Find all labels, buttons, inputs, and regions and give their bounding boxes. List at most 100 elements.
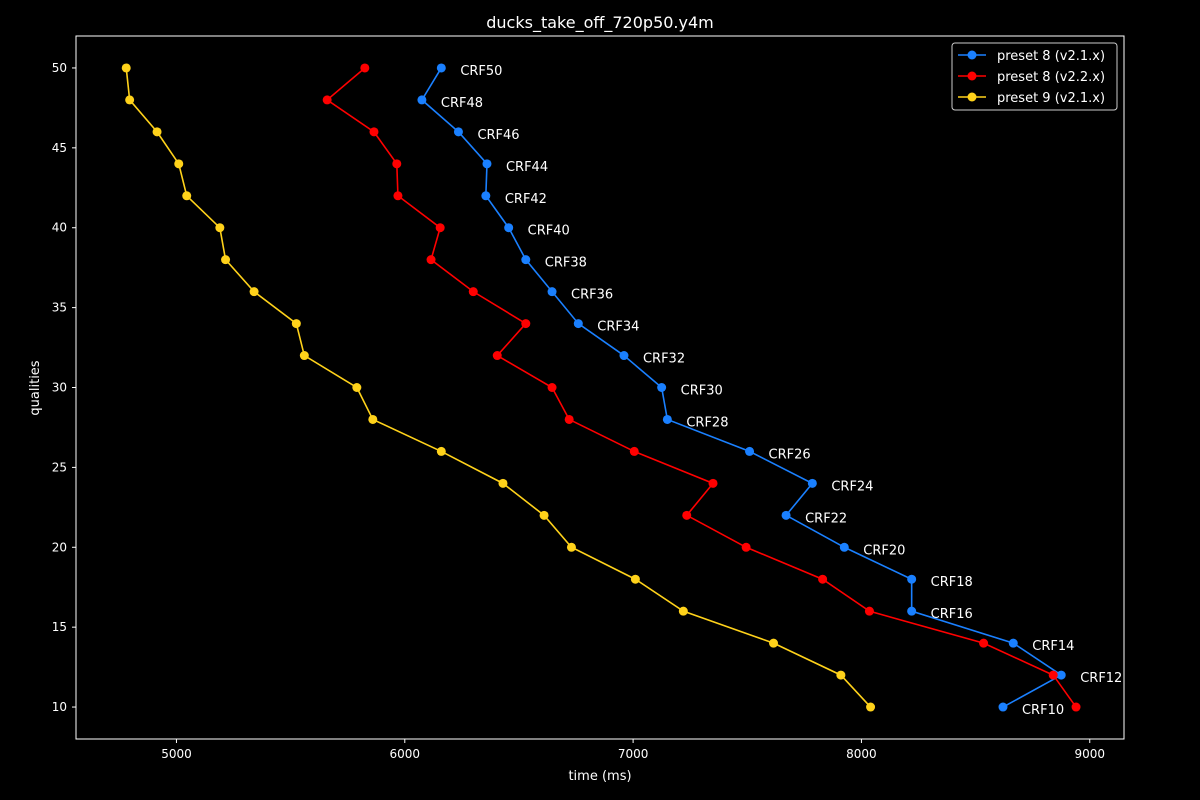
crf-label: CRF16 — [931, 607, 973, 622]
data-point — [426, 255, 436, 265]
crf-label: CRF28 — [686, 415, 728, 430]
data-point — [504, 223, 514, 233]
data-point — [708, 478, 718, 488]
data-point — [182, 191, 192, 201]
data-point — [998, 702, 1008, 712]
legend: preset 8 (v2.1.x) preset 8 (v2.2.x) preset… — [951, 42, 1118, 111]
crf-label: CRF24 — [831, 479, 873, 494]
plot-area — [75, 35, 1125, 740]
crf-label: CRF44 — [506, 160, 548, 175]
crf-label: CRF18 — [931, 575, 973, 590]
x-tick-label: 8000 — [846, 747, 877, 761]
data-point — [435, 223, 445, 233]
data-point — [836, 670, 846, 680]
data-point — [1008, 638, 1018, 648]
data-point — [629, 446, 639, 456]
data-point — [368, 414, 378, 424]
legend-label: preset 8 (v2.1.x) — [997, 49, 1105, 64]
data-point — [453, 127, 463, 137]
data-point — [864, 606, 874, 616]
legend-label: preset 8 (v2.2.x) — [997, 70, 1105, 85]
data-point — [539, 510, 549, 520]
data-point — [662, 414, 672, 424]
data-point — [781, 510, 791, 520]
data-point — [249, 287, 259, 297]
y-tick-label: 45 — [52, 141, 67, 155]
y-axis-label: qualities — [28, 360, 43, 415]
data-point — [657, 383, 667, 392]
crf-label: CRF36 — [571, 288, 613, 303]
data-point — [360, 63, 370, 73]
x-tick-label: 5000 — [161, 747, 192, 761]
crf-label: CRF50 — [460, 64, 502, 79]
crf-label: CRF26 — [769, 447, 811, 462]
crf-label: CRF14 — [1032, 639, 1074, 654]
crf-label: CRF46 — [477, 128, 519, 143]
data-point — [741, 542, 751, 552]
data-point — [125, 95, 135, 105]
data-point — [215, 223, 225, 233]
legend-swatch-marker — [967, 71, 977, 81]
data-point — [807, 478, 817, 488]
x-tick-label: 6000 — [390, 747, 421, 761]
crf-label: CRF20 — [863, 543, 905, 558]
y-axis: 10 15 20 25 30 35 40 45 50 — [52, 61, 76, 714]
legend-box — [951, 42, 1118, 111]
legend-label: preset 9 (v2.1.x) — [997, 91, 1105, 106]
data-point — [619, 351, 629, 361]
x-axis: 5000 6000 7000 8000 9000 — [161, 739, 1105, 761]
series-layer — [121, 63, 1081, 712]
crf-label: CRF38 — [545, 256, 587, 271]
data-point — [291, 319, 301, 329]
data-point — [492, 351, 502, 361]
data-point — [481, 191, 491, 201]
data-point — [1056, 670, 1066, 680]
y-tick-label: 20 — [52, 540, 67, 554]
chart-title: ducks_take_off_720p50.y4m — [486, 13, 714, 33]
data-point — [174, 159, 184, 169]
crf-label: CRF40 — [528, 224, 570, 239]
crf-label: CRF30 — [681, 384, 723, 399]
data-point — [630, 574, 640, 584]
data-point — [907, 606, 917, 616]
data-point — [121, 63, 131, 73]
data-point — [152, 127, 162, 137]
y-tick-label: 40 — [52, 221, 67, 235]
legend-swatch-marker — [967, 50, 977, 60]
data-point — [1071, 702, 1081, 712]
data-point — [573, 319, 583, 329]
data-point — [482, 159, 492, 169]
data-point — [322, 95, 332, 105]
data-point — [566, 542, 576, 552]
y-tick-label: 35 — [52, 301, 67, 315]
crf-label: CRF12 — [1080, 671, 1122, 686]
data-point — [678, 606, 688, 616]
data-point — [547, 383, 557, 392]
crf-label: CRF22 — [805, 511, 847, 526]
data-point — [907, 574, 917, 584]
y-tick-label: 50 — [52, 61, 67, 75]
data-point — [866, 702, 876, 712]
data-point — [521, 255, 531, 265]
data-point — [352, 383, 362, 392]
data-point — [468, 287, 478, 297]
legend-swatch-marker — [967, 92, 977, 102]
series-1 — [417, 63, 1066, 712]
y-tick-label: 30 — [52, 381, 67, 395]
crf-label: CRF10 — [1022, 703, 1064, 718]
data-point — [818, 574, 828, 584]
point-labels: CRF50 CRF48 CRF46 CRF44 CRF42 CRF40 CRF38 CRF36… — [441, 64, 1122, 718]
x-tick-label: 7000 — [618, 747, 649, 761]
series-3 — [121, 63, 876, 712]
data-point — [436, 63, 446, 73]
data-point — [436, 446, 446, 456]
data-point — [979, 638, 989, 648]
data-point — [521, 319, 531, 329]
data-point — [221, 255, 231, 265]
data-point — [1048, 670, 1058, 680]
data-point — [547, 287, 557, 297]
y-tick-label: 25 — [52, 460, 67, 474]
data-point — [392, 159, 402, 169]
data-point — [564, 414, 574, 424]
